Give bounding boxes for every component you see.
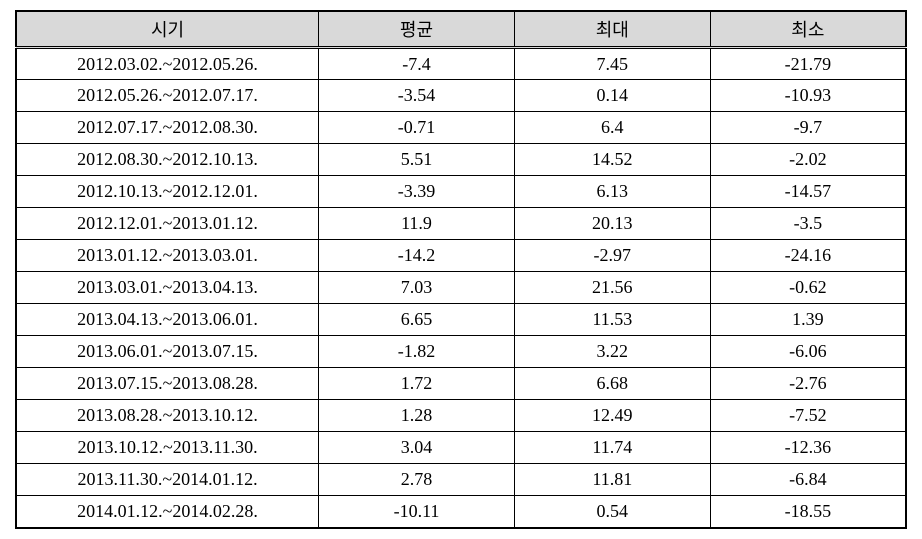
- cell-max: 20.13: [514, 208, 710, 240]
- cell-min: -12.36: [710, 432, 906, 464]
- table-row: 2013.03.01.~2013.04.13. 7.03 21.56 -0.62: [16, 272, 906, 304]
- cell-min: -21.79: [710, 48, 906, 80]
- column-header-period: 시기: [16, 11, 319, 48]
- cell-min: -2.76: [710, 368, 906, 400]
- column-header-max: 최대: [514, 11, 710, 48]
- table-row: 2012.12.01.~2013.01.12. 11.9 20.13 -3.5: [16, 208, 906, 240]
- cell-average: -10.11: [319, 496, 515, 528]
- cell-min: 1.39: [710, 304, 906, 336]
- cell-period: 2012.08.30.~2012.10.13.: [16, 144, 319, 176]
- cell-average: -0.71: [319, 112, 515, 144]
- cell-max: 0.54: [514, 496, 710, 528]
- table-row: 2012.03.02.~2012.05.26. -7.4 7.45 -21.79: [16, 48, 906, 80]
- table-row: 2013.11.30.~2014.01.12. 2.78 11.81 -6.84: [16, 464, 906, 496]
- cell-period: 2014.01.12.~2014.02.28.: [16, 496, 319, 528]
- cell-average: 1.28: [319, 400, 515, 432]
- table-row: 2012.10.13.~2012.12.01. -3.39 6.13 -14.5…: [16, 176, 906, 208]
- cell-min: -3.5: [710, 208, 906, 240]
- cell-period: 2012.05.26.~2012.07.17.: [16, 80, 319, 112]
- cell-period: 2012.07.17.~2012.08.30.: [16, 112, 319, 144]
- cell-average: 5.51: [319, 144, 515, 176]
- table-row: 2012.05.26.~2012.07.17. -3.54 0.14 -10.9…: [16, 80, 906, 112]
- cell-period: 2013.06.01.~2013.07.15.: [16, 336, 319, 368]
- cell-min: -14.57: [710, 176, 906, 208]
- cell-min: -7.52: [710, 400, 906, 432]
- table-row: 2012.08.30.~2012.10.13. 5.51 14.52 -2.02: [16, 144, 906, 176]
- cell-max: 6.13: [514, 176, 710, 208]
- cell-period: 2013.03.01.~2013.04.13.: [16, 272, 319, 304]
- cell-min: -10.93: [710, 80, 906, 112]
- table-row: 2013.10.12.~2013.11.30. 3.04 11.74 -12.3…: [16, 432, 906, 464]
- cell-max: 14.52: [514, 144, 710, 176]
- cell-min: -18.55: [710, 496, 906, 528]
- cell-min: -24.16: [710, 240, 906, 272]
- cell-max: 6.4: [514, 112, 710, 144]
- cell-period: 2013.01.12.~2013.03.01.: [16, 240, 319, 272]
- column-header-min: 최소: [710, 11, 906, 48]
- table-body: 2012.03.02.~2012.05.26. -7.4 7.45 -21.79…: [16, 48, 906, 528]
- cell-average: 2.78: [319, 464, 515, 496]
- cell-period: 2013.07.15.~2013.08.28.: [16, 368, 319, 400]
- cell-max: 3.22: [514, 336, 710, 368]
- table-row: 2013.07.15.~2013.08.28. 1.72 6.68 -2.76: [16, 368, 906, 400]
- cell-average: -1.82: [319, 336, 515, 368]
- cell-min: -6.06: [710, 336, 906, 368]
- cell-max: 21.56: [514, 272, 710, 304]
- table-row: 2014.01.12.~2014.02.28. -10.11 0.54 -18.…: [16, 496, 906, 528]
- cell-min: -9.7: [710, 112, 906, 144]
- cell-average: -3.39: [319, 176, 515, 208]
- cell-period: 2012.10.13.~2012.12.01.: [16, 176, 319, 208]
- statistics-table: 시기 평균 최대 최소 2012.03.02.~2012.05.26. -7.4…: [15, 10, 907, 529]
- column-header-average: 평균: [319, 11, 515, 48]
- cell-period: 2012.12.01.~2013.01.12.: [16, 208, 319, 240]
- table-row: 2013.08.28.~2013.10.12. 1.28 12.49 -7.52: [16, 400, 906, 432]
- cell-average: 3.04: [319, 432, 515, 464]
- table-header-row: 시기 평균 최대 최소: [16, 11, 906, 48]
- cell-period: 2012.03.02.~2012.05.26.: [16, 48, 319, 80]
- table-row: 2013.01.12.~2013.03.01. -14.2 -2.97 -24.…: [16, 240, 906, 272]
- cell-period: 2013.04.13.~2013.06.01.: [16, 304, 319, 336]
- cell-max: 6.68: [514, 368, 710, 400]
- cell-average: 6.65: [319, 304, 515, 336]
- table-row: 2013.06.01.~2013.07.15. -1.82 3.22 -6.06: [16, 336, 906, 368]
- cell-period: 2013.11.30.~2014.01.12.: [16, 464, 319, 496]
- cell-average: 1.72: [319, 368, 515, 400]
- cell-average: -3.54: [319, 80, 515, 112]
- cell-average: 11.9: [319, 208, 515, 240]
- cell-min: -2.02: [710, 144, 906, 176]
- cell-max: 7.45: [514, 48, 710, 80]
- statistics-table-container: 시기 평균 최대 최소 2012.03.02.~2012.05.26. -7.4…: [15, 10, 907, 529]
- cell-max: -2.97: [514, 240, 710, 272]
- cell-max: 0.14: [514, 80, 710, 112]
- cell-average: 7.03: [319, 272, 515, 304]
- cell-max: 11.53: [514, 304, 710, 336]
- cell-max: 11.74: [514, 432, 710, 464]
- cell-average: -14.2: [319, 240, 515, 272]
- cell-period: 2013.08.28.~2013.10.12.: [16, 400, 319, 432]
- cell-max: 12.49: [514, 400, 710, 432]
- table-row: 2013.04.13.~2013.06.01. 6.65 11.53 1.39: [16, 304, 906, 336]
- cell-max: 11.81: [514, 464, 710, 496]
- cell-min: -6.84: [710, 464, 906, 496]
- table-row: 2012.07.17.~2012.08.30. -0.71 6.4 -9.7: [16, 112, 906, 144]
- cell-period: 2013.10.12.~2013.11.30.: [16, 432, 319, 464]
- cell-min: -0.62: [710, 272, 906, 304]
- cell-average: -7.4: [319, 48, 515, 80]
